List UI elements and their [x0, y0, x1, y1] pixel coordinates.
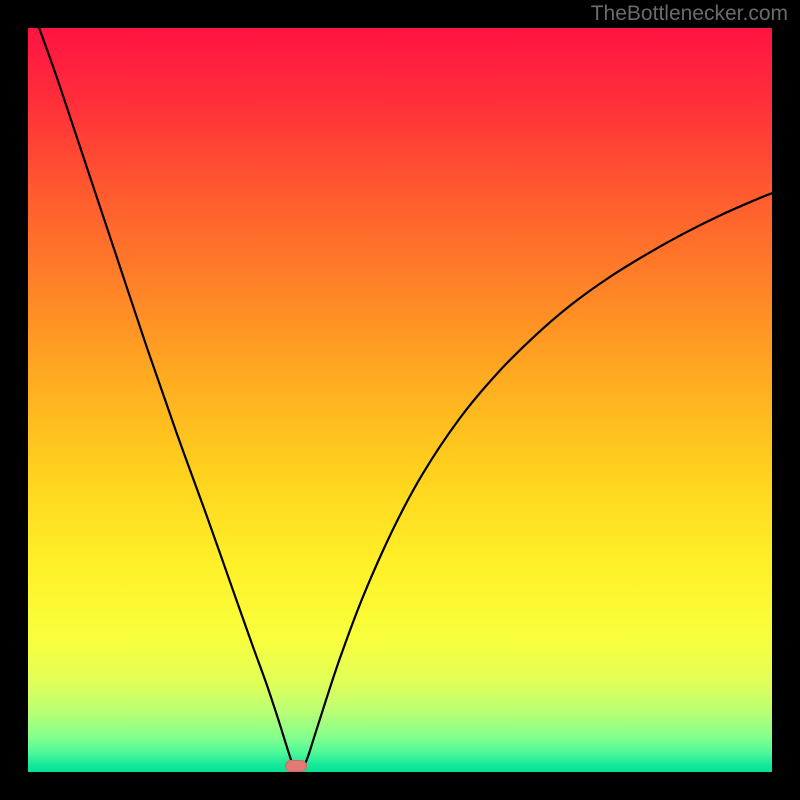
plot-area — [28, 28, 772, 772]
chart-frame: TheBottlenecker.com — [0, 0, 800, 800]
optimum-marker — [285, 760, 307, 772]
bottleneck-curve — [28, 28, 772, 772]
curve-path — [39, 28, 772, 771]
watermark-text: TheBottlenecker.com — [591, 2, 788, 26]
